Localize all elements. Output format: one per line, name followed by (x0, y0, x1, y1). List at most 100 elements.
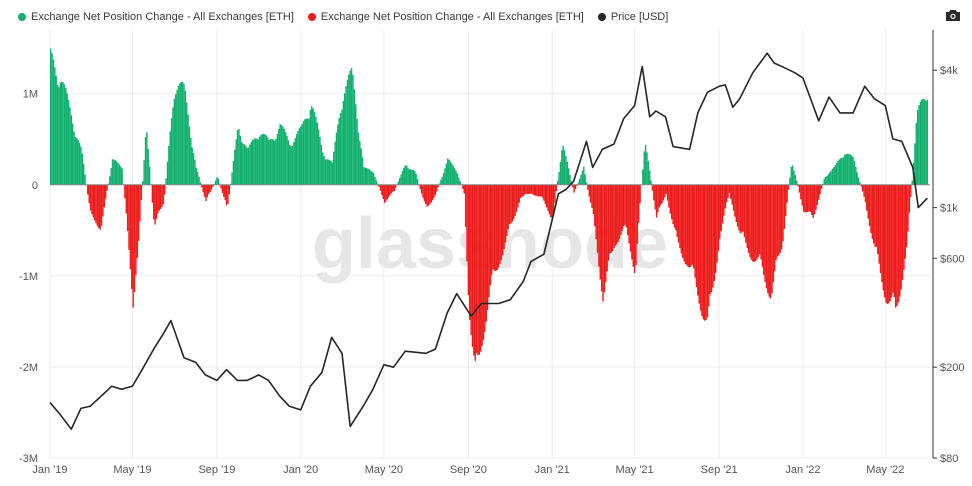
net-position-bar (565, 155, 567, 185)
net-position-bar (622, 184, 625, 227)
net-position-bar (694, 184, 696, 278)
net-position-bar (404, 165, 406, 185)
net-position-bar (774, 184, 776, 272)
net-position-bar (791, 165, 794, 185)
net-position-bar (162, 184, 165, 205)
net-position-bar (77, 140, 79, 185)
net-position-bar (161, 184, 163, 207)
net-position-bar (874, 184, 876, 247)
net-position-bar (660, 184, 662, 206)
net-position-bar (386, 184, 389, 200)
net-position-bar (861, 184, 864, 192)
net-position-bar (812, 184, 814, 218)
net-position-bar (420, 184, 423, 194)
net-position-bar (194, 159, 196, 185)
net-position-bar (765, 184, 768, 289)
net-position-bar (559, 161, 562, 185)
legend-label-outflow: Exchange Net Position Change - All Excha… (320, 11, 584, 23)
net-position-bar (818, 184, 820, 200)
net-position-bar (442, 172, 445, 185)
net-position-bar (680, 184, 683, 254)
net-position-bar (368, 169, 371, 185)
net-position-bar (287, 140, 290, 185)
net-position-bar (642, 169, 644, 185)
net-position-bar (875, 184, 878, 248)
legend-item-inflow[interactable]: Exchange Net Position Change - All Excha… (18, 11, 294, 23)
net-position-bar (855, 166, 857, 185)
x-tick-label: Jan '21 (535, 464, 570, 476)
net-position-bar (701, 184, 703, 317)
net-position-bar (587, 184, 589, 190)
net-position-bar (889, 184, 891, 302)
net-position-bar (268, 140, 270, 185)
net-position-bar (842, 157, 845, 185)
net-position-bar (620, 184, 622, 236)
net-position-bar (536, 184, 538, 197)
net-position-bar (238, 129, 240, 185)
net-position-bar (697, 184, 699, 296)
net-position-bar (106, 184, 108, 191)
net-position-bar (188, 126, 191, 185)
net-position-bar (330, 160, 332, 185)
net-position-bar (258, 136, 261, 185)
net-position-bar (98, 184, 100, 229)
net-position-bar (337, 124, 339, 185)
net-position-bar (135, 184, 137, 276)
legend-item-outflow[interactable]: Exchange Net Position Change - All Excha… (307, 11, 584, 23)
net-position-bar (518, 184, 520, 203)
net-position-bar (184, 90, 187, 185)
net-position-bar (778, 184, 780, 256)
net-position-bar (786, 184, 788, 203)
net-position-bar (257, 139, 259, 185)
net-position-bar (317, 129, 320, 185)
legend-label-price: Price [USD] (610, 11, 669, 23)
net-position-bar (398, 177, 401, 185)
net-position-bar (170, 118, 173, 185)
net-position-bar (871, 184, 874, 239)
net-position-bar (235, 139, 237, 185)
net-position-bar (326, 159, 328, 185)
net-position-bar (243, 144, 246, 185)
net-position-bar (823, 179, 825, 185)
net-position-bar (279, 124, 281, 185)
net-position-bar (172, 107, 174, 185)
net-position-bar (191, 147, 193, 185)
net-position-bar (73, 131, 75, 185)
net-position-bar (249, 144, 251, 185)
camera-icon[interactable] (945, 8, 961, 22)
net-position-bar (555, 184, 558, 192)
net-position-bar (534, 184, 537, 196)
net-position-bar (915, 122, 917, 185)
net-position-bar (140, 184, 143, 201)
net-position-bar (547, 184, 549, 211)
net-position-bar (280, 124, 283, 185)
net-position-bar (312, 108, 314, 185)
net-position-bar (131, 184, 133, 289)
net-position-bar (282, 126, 284, 185)
net-position-bar (835, 162, 838, 185)
net-position-bar (655, 184, 658, 218)
net-position-bar (605, 184, 607, 283)
net-position-bar (910, 184, 912, 197)
net-position-bar (705, 184, 707, 320)
net-position-bar (416, 178, 419, 185)
net-position-bar (763, 184, 765, 275)
net-position-bar (741, 184, 743, 233)
net-position-bar (752, 184, 754, 262)
net-position-bar (311, 106, 313, 185)
net-position-bar (197, 172, 199, 185)
net-position-bar (356, 118, 358, 185)
x-tick-label: Jan '22 (785, 464, 820, 476)
net-position-bar (712, 184, 714, 288)
net-position-bar (698, 184, 700, 304)
net-position-bar (168, 145, 170, 185)
net-position-bar (673, 184, 676, 228)
net-position-bar (576, 184, 578, 186)
legend-item-price[interactable]: Price [USD] (597, 11, 669, 23)
x-tick-label: Sep '21 (701, 464, 738, 476)
net-position-bar (882, 184, 884, 291)
net-position-bar (364, 167, 367, 185)
net-position-bar (179, 83, 181, 185)
net-position-bar (682, 184, 684, 258)
